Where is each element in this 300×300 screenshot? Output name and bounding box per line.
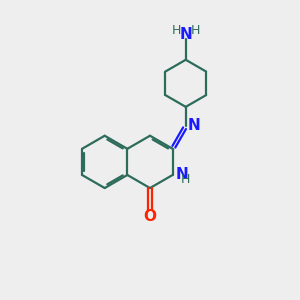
Text: O: O [143,209,157,224]
Text: N: N [188,118,201,133]
Text: N: N [179,26,192,41]
Text: H: H [172,24,181,37]
Text: H: H [181,173,190,186]
Text: N: N [176,167,188,182]
Text: H: H [190,24,200,37]
